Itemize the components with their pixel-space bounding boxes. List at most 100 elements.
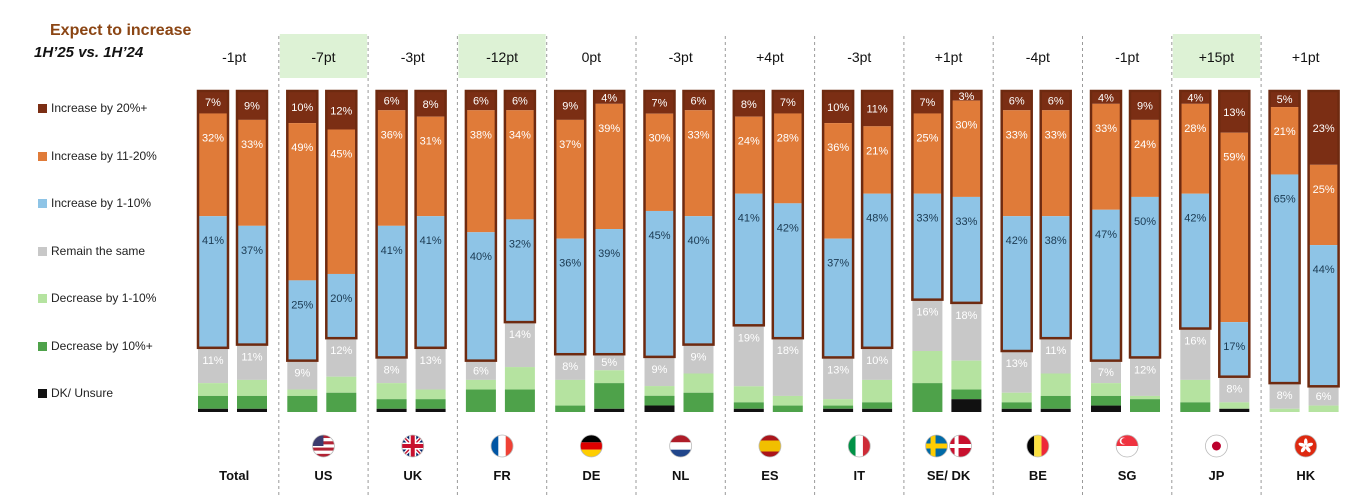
increase-outline [464, 89, 498, 362]
bar-segment-remain-same [287, 360, 318, 390]
data-label: 42% [1006, 235, 1028, 247]
bar-segment-increase-20-plus [1308, 91, 1339, 165]
country-label: SG [1118, 468, 1137, 483]
bar-segment-increase-11-20 [237, 119, 267, 226]
bar-segment-decrease-10-plus [1130, 399, 1160, 412]
data-label: 36% [827, 142, 849, 154]
increase-outline [682, 89, 715, 346]
data-label: 33% [241, 139, 263, 151]
increase-outline [414, 89, 447, 350]
data-label: 42% [777, 222, 799, 234]
bar-segment-decrease-10-plus [594, 383, 625, 409]
bar-segment-increase-20-plus [594, 91, 625, 104]
country-label: JP [1208, 468, 1224, 483]
data-label: 21% [866, 145, 888, 157]
legend-label: Increase by 1-10% [51, 196, 152, 210]
increase-outline [1039, 89, 1072, 340]
bar-segment-increase-11-20 [555, 119, 586, 239]
data-label: 12% [330, 345, 352, 357]
bar-segment-decrease-10-plus [198, 395, 228, 409]
bar-segment-dk-unsure [415, 408, 446, 412]
increase-outline [771, 89, 805, 340]
bar-segment-remain-same [951, 302, 982, 361]
bar-segment-increase-11-20 [1269, 107, 1300, 175]
data-label: 7% [205, 97, 221, 109]
it-flag-icon [847, 434, 871, 458]
data-label: 25% [291, 299, 313, 311]
bar-segment-dk-unsure [823, 408, 854, 412]
es-flag-icon [758, 434, 782, 458]
data-label: 37% [559, 139, 581, 151]
data-label: 19% [738, 332, 760, 344]
data-label: 28% [1184, 123, 1206, 135]
data-label: 23% [1313, 123, 1335, 135]
bar-segment-remain-same [823, 357, 854, 400]
bar-segment-remain-same [1091, 360, 1121, 384]
country-label: UK [403, 468, 422, 483]
data-label: 41% [202, 235, 224, 247]
bar-segment-dk-unsure [1091, 405, 1121, 412]
bar-segment-decrease-10-plus [862, 402, 893, 409]
bar-segment-decrease-10-plus [555, 405, 586, 412]
bar-segment-decrease-1-10 [772, 395, 803, 406]
increase-outline [503, 89, 537, 324]
jp-flag-icon [1205, 434, 1228, 458]
bar-segment-increase-1-10 [1219, 322, 1250, 377]
data-label: 17% [1223, 341, 1245, 353]
legend-item-decrease-1-10: Decrease by 1-10% [38, 291, 156, 305]
data-label: 12% [330, 105, 352, 117]
legend-item-increase-11-20: Increase by 11-20% [38, 149, 157, 163]
bar-segment-dk-unsure [1219, 408, 1250, 412]
bar-segment-increase-11-20 [1180, 103, 1211, 194]
legend-item-decrease-10-plus: Decrease by 10%+ [38, 339, 153, 353]
bar-segment-remain-same [1180, 328, 1211, 380]
data-label: 47% [1095, 229, 1117, 241]
bar-segment-increase-1-10 [504, 219, 535, 323]
bar-segment-dk-unsure [1040, 408, 1071, 412]
increase-outline [1000, 89, 1033, 353]
data-label: 21% [1274, 126, 1296, 138]
bar-segment-remain-same [1130, 357, 1160, 396]
bar-segment-remain-same [1040, 338, 1071, 374]
data-label: 6% [1048, 96, 1064, 108]
data-label: 39% [598, 248, 620, 260]
data-label: 8% [1277, 390, 1293, 402]
data-label: 7% [652, 97, 668, 109]
bar-segment-increase-11-20 [951, 100, 982, 197]
increase-outline [643, 89, 676, 359]
increase-outline [950, 89, 983, 305]
bar-segment-remain-same [198, 347, 228, 384]
country-label: NL [672, 468, 689, 483]
country-label: IT [853, 468, 865, 483]
country-label: DE [582, 468, 600, 483]
data-label: 6% [512, 96, 528, 108]
data-label: 9% [562, 100, 578, 112]
data-label: 10% [291, 102, 313, 114]
bar-segment-increase-11-20 [912, 113, 943, 194]
bar-segment-remain-same [733, 325, 764, 387]
data-label: 16% [1184, 336, 1206, 348]
data-label: 8% [562, 361, 578, 373]
bar-segment-increase-20-plus [733, 91, 764, 117]
bar-segment-increase-11-20 [376, 110, 407, 226]
bar-segment-increase-11-20 [415, 116, 446, 217]
bar-segment-decrease-1-10 [862, 379, 893, 403]
bar-segment-decrease-10-plus [683, 392, 714, 412]
bar-segment-increase-20-plus [823, 91, 854, 124]
bar-segment-increase-11-20 [862, 126, 893, 194]
bar-segment-decrease-1-10 [1180, 379, 1211, 403]
bar-segment-decrease-10-plus [823, 405, 854, 409]
bar-segment-increase-1-10 [912, 193, 943, 300]
data-label: 59% [1223, 152, 1245, 164]
bar-segment-decrease-10-plus [772, 405, 803, 412]
data-label: 11% [202, 355, 223, 367]
bar-segment-increase-11-20 [1308, 164, 1339, 246]
change-label: -1pt [222, 49, 246, 65]
bar-segment-increase-20-plus [326, 91, 357, 130]
data-label: 9% [652, 364, 668, 376]
bar-segment-decrease-1-10 [1091, 383, 1121, 396]
bar-segment-increase-1-10 [1180, 193, 1211, 329]
bar-segment-decrease-1-10 [287, 389, 318, 396]
data-label: 5% [601, 357, 617, 369]
data-label: 48% [866, 213, 888, 225]
